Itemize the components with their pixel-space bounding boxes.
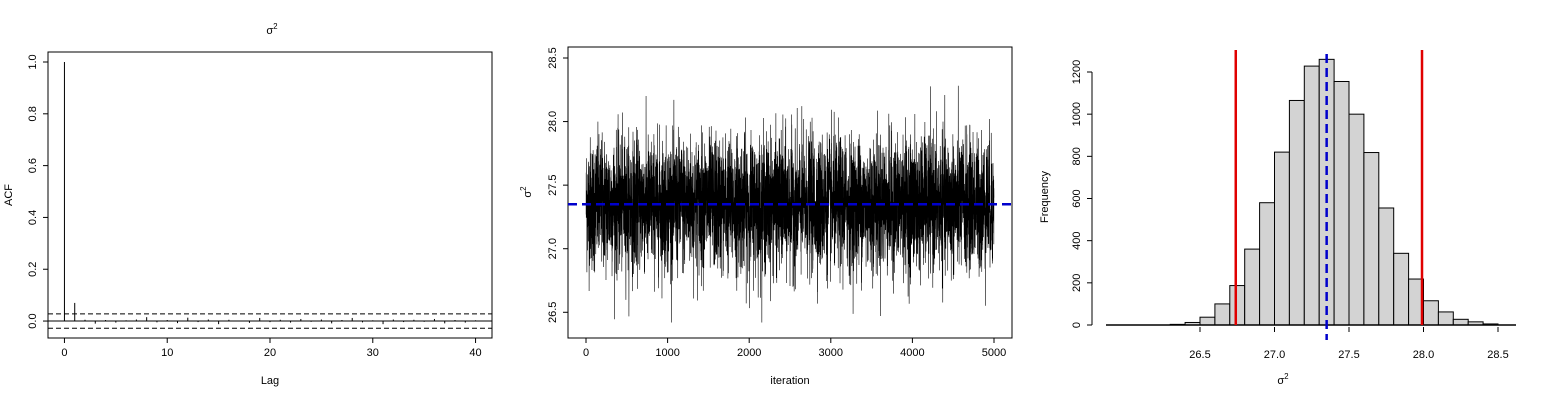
histogram-bar	[1393, 252, 1410, 326]
y-tick-label: 0.8	[27, 106, 39, 121]
y-tick-label: 0.0	[27, 313, 39, 328]
x-tick-label: 40	[469, 347, 481, 359]
y-tick-label: 28.0	[547, 111, 559, 132]
histogram-bar	[1214, 303, 1231, 326]
histogram-bar	[1199, 316, 1216, 326]
y-tick-label: 1000	[1071, 102, 1083, 126]
y-tick-label: 1200	[1071, 60, 1083, 84]
plot-frame	[47, 51, 493, 339]
x-tick-label: 28.5	[1487, 349, 1508, 361]
histogram-bar	[1288, 99, 1305, 326]
x-tick-label: 3000	[819, 347, 843, 359]
y-tick-label: 0.2	[27, 262, 39, 277]
x-tick-label: 2000	[737, 347, 761, 359]
y-tick-label: 28.5	[547, 47, 559, 68]
y-tick-label: 0.6	[27, 158, 39, 173]
y-tick-label: 27.5	[547, 174, 559, 195]
histogram-bar	[1259, 202, 1276, 326]
y-tick-label: 26.5	[547, 302, 559, 323]
histogram-bar	[1229, 285, 1246, 326]
x-tick-label: 0	[61, 347, 67, 359]
x-tick-label: 4000	[900, 347, 924, 359]
x-tick-label: 0	[583, 347, 589, 359]
acf-plot: 0 10 20 30 40 0.0 0.2 0.4 0.6 0.8 1.0 Lag ACF σ2	[3, 22, 493, 387]
chart-title: σ2	[266, 22, 278, 37]
histogram-plot: 26.5 27.0 27.5 28.0 28.5 0 200 400 600 800 1000 120…	[1039, 50, 1516, 387]
y-tick-label: 1.0	[27, 54, 39, 69]
trace-line	[585, 85, 995, 323]
histogram-bar	[1244, 248, 1261, 326]
histogram-bar	[1363, 152, 1380, 326]
histogram-bar	[1274, 151, 1290, 326]
y-axis-label: σ2	[519, 186, 534, 198]
x-tick-label: 20	[264, 347, 276, 359]
y-tick-label: 0.4	[27, 210, 39, 225]
plot-frame	[567, 46, 1013, 339]
histogram-bar	[1452, 318, 1469, 326]
x-tick-label: 1000	[655, 347, 679, 359]
x-tick-label: 26.5	[1189, 349, 1210, 361]
y-axis-label: Frequency	[1039, 171, 1051, 223]
y-tick-label: 200	[1071, 274, 1083, 292]
x-axis-label: iteration	[770, 375, 809, 387]
y-tick-label: 0	[1071, 322, 1083, 328]
x-tick-label: 27.0	[1264, 349, 1285, 361]
y-axis-label: ACF	[3, 184, 15, 206]
x-tick-label: 10	[161, 347, 173, 359]
histogram-bar	[1437, 311, 1454, 326]
x-tick-label: 27.5	[1338, 349, 1359, 361]
y-tick-label: 400	[1071, 231, 1083, 249]
histogram-bar	[1378, 207, 1395, 326]
histogram-bar	[1303, 65, 1320, 326]
trace-plot: 0 1000 2000 3000 4000 5000 26.5 27.0 27.5 28.0 28.…	[519, 46, 1013, 387]
y-tick-label: 27.0	[547, 238, 559, 259]
histogram-bar	[1423, 300, 1439, 326]
histogram-bar	[1348, 113, 1365, 326]
x-tick-label: 30	[367, 347, 379, 359]
y-tick-label: 800	[1071, 147, 1083, 165]
histogram-bar	[1333, 80, 1350, 326]
x-tick-label: 5000	[982, 347, 1006, 359]
x-axis-label: Lag	[261, 375, 279, 387]
x-tick-label: 28.0	[1413, 349, 1434, 361]
x-axis-label: σ2	[1277, 372, 1289, 387]
y-tick-label: 600	[1071, 189, 1083, 207]
